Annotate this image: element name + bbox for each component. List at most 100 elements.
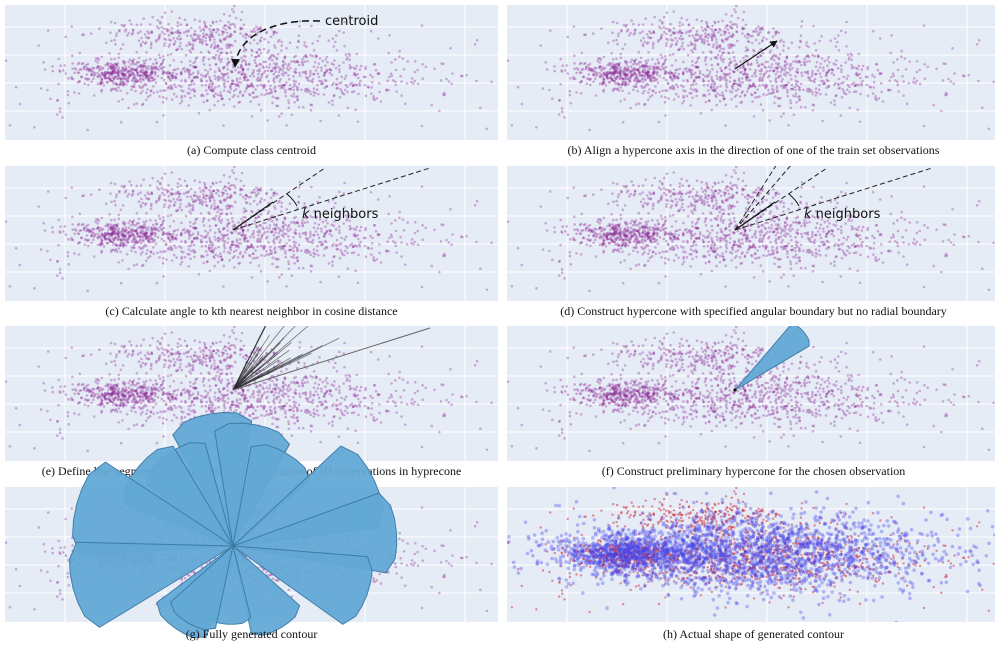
- point: [723, 67, 727, 70]
- point: [222, 250, 226, 253]
- point: [277, 70, 281, 74]
- point: [197, 272, 201, 276]
- point: [761, 40, 764, 43]
- point: [559, 57, 562, 61]
- point: [698, 70, 702, 73]
- point: [848, 56, 851, 59]
- point: [398, 210, 402, 214]
- point: [866, 94, 870, 98]
- point: [88, 229, 91, 233]
- point: [254, 88, 257, 91]
- point: [205, 250, 208, 253]
- point: [110, 224, 113, 228]
- point: [298, 186, 301, 189]
- point: [127, 65, 131, 68]
- point: [136, 79, 140, 83]
- point: [145, 51, 148, 54]
- point: [695, 94, 698, 98]
- point: [131, 71, 135, 74]
- point: [133, 68, 136, 72]
- point: [219, 94, 223, 98]
- point: [145, 232, 148, 235]
- point: [260, 254, 263, 257]
- point: [665, 32, 668, 36]
- point: [115, 193, 119, 196]
- point: [789, 101, 793, 105]
- point: [78, 229, 81, 232]
- point: [169, 248, 172, 252]
- point: [168, 204, 172, 207]
- point: [639, 61, 642, 64]
- point: [615, 71, 618, 75]
- point: [233, 224, 237, 228]
- point: [267, 40, 270, 44]
- point: [611, 57, 615, 61]
- point: [256, 237, 260, 240]
- point: [740, 100, 744, 104]
- point: [187, 104, 190, 107]
- point: [244, 234, 247, 237]
- point: [784, 86, 787, 90]
- point: [579, 71, 583, 75]
- point: [226, 57, 230, 61]
- point: [139, 184, 143, 187]
- point: [222, 103, 226, 107]
- point: [412, 82, 415, 85]
- point: [262, 85, 266, 89]
- ray: [232, 167, 326, 231]
- point: [122, 245, 125, 248]
- point: [211, 28, 215, 32]
- point: [162, 55, 165, 58]
- point: [230, 33, 233, 37]
- point: [100, 239, 104, 243]
- point: [416, 68, 420, 72]
- point: [269, 55, 273, 58]
- point: [754, 27, 758, 31]
- point: [617, 83, 621, 86]
- point: [296, 259, 299, 263]
- point: [241, 67, 245, 71]
- point: [642, 36, 645, 40]
- point: [106, 72, 109, 75]
- point: [592, 72, 596, 76]
- point: [667, 97, 670, 100]
- point: [170, 86, 173, 89]
- point: [337, 114, 341, 117]
- point: [725, 81, 728, 85]
- point: [109, 71, 112, 75]
- point: [175, 237, 178, 241]
- point: [743, 68, 747, 72]
- point: [668, 75, 672, 78]
- point: [141, 263, 145, 267]
- point: [637, 23, 641, 27]
- point: [132, 234, 136, 238]
- point: [614, 71, 617, 75]
- point: [289, 248, 292, 252]
- point: [206, 99, 209, 103]
- point: [115, 71, 118, 74]
- point: [212, 189, 215, 193]
- point: [778, 40, 782, 43]
- point: [682, 89, 685, 92]
- point: [712, 33, 715, 37]
- point: [728, 80, 732, 83]
- point: [138, 245, 141, 249]
- point: [209, 88, 213, 92]
- point: [643, 65, 647, 68]
- point: [643, 73, 646, 77]
- point: [188, 73, 191, 77]
- point: [234, 177, 238, 181]
- point: [126, 77, 130, 81]
- point: [189, 195, 193, 198]
- point: [215, 181, 218, 184]
- point: [211, 182, 215, 186]
- point: [709, 35, 713, 39]
- point: [176, 208, 180, 211]
- point: [212, 94, 215, 97]
- point: [159, 250, 162, 254]
- point: [151, 237, 154, 241]
- point: [707, 43, 711, 47]
- point: [735, 5, 738, 8]
- point: [222, 66, 226, 69]
- point: [566, 35, 569, 39]
